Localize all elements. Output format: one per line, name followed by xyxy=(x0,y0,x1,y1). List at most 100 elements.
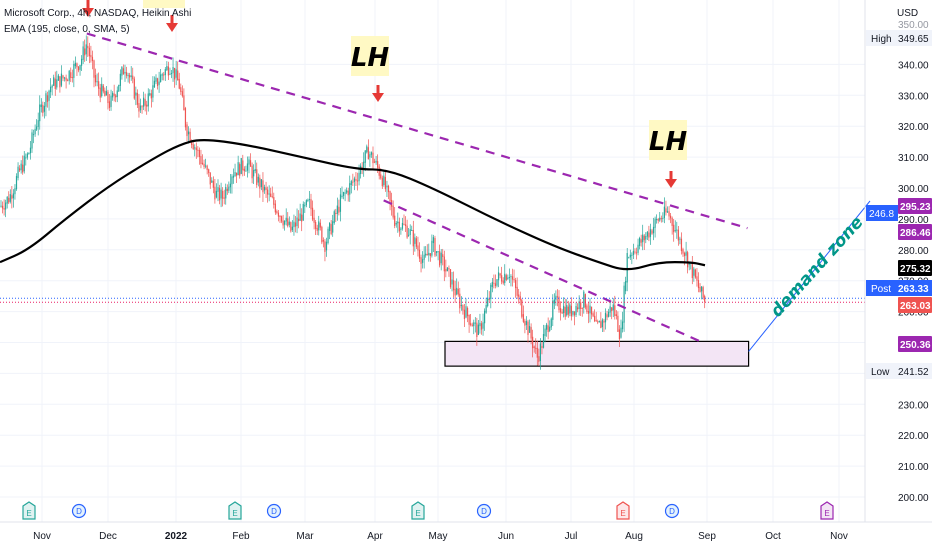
candle-body xyxy=(284,220,286,225)
candle-body xyxy=(161,74,163,76)
candle-body xyxy=(522,314,524,322)
dividend-icon[interactable]: D xyxy=(266,503,282,519)
candle-body xyxy=(277,212,280,217)
candle-body xyxy=(583,291,585,309)
candle-body xyxy=(119,73,121,86)
candle-body xyxy=(68,70,70,81)
lh-label-bg xyxy=(649,120,687,160)
svg-text:E: E xyxy=(824,509,829,518)
candle-body xyxy=(254,168,256,172)
arrow-head xyxy=(166,23,178,32)
partial-label-bg xyxy=(143,0,185,8)
arrow-down-icon xyxy=(166,15,178,32)
event-markers[interactable]: E D DE E D E D E xyxy=(22,501,834,520)
candle-body xyxy=(262,180,264,193)
candle-body xyxy=(187,131,190,135)
earnings-icon[interactable]: E xyxy=(22,501,36,520)
earnings-icon[interactable]: E xyxy=(411,501,425,520)
candle-body xyxy=(542,333,545,348)
candle-body xyxy=(573,311,576,316)
candle-body xyxy=(377,161,379,168)
time-axis[interactable]: Nov Dec 2022 Feb Mar Apr May Jun Jul Aug Sep Oct Nov xyxy=(33,531,848,542)
candle-body xyxy=(124,71,126,74)
candle-body xyxy=(39,104,41,122)
earnings-icon[interactable]: E xyxy=(228,501,242,520)
demand-zone-rect[interactable] xyxy=(444,340,750,367)
candle-body xyxy=(527,321,529,335)
svg-text:246.8: 246.8 xyxy=(869,209,894,220)
candle-body xyxy=(45,93,47,107)
candle-body xyxy=(367,147,369,160)
candle-body xyxy=(268,193,270,195)
candle-body xyxy=(592,313,594,317)
candle-body xyxy=(366,146,368,153)
candle-body xyxy=(515,280,517,289)
y-tick-label: 200.00 xyxy=(898,493,929,504)
candle-body xyxy=(584,294,586,308)
candle-body xyxy=(253,170,255,177)
candle-body xyxy=(259,177,261,189)
y-tick-label: 300.00 xyxy=(898,184,929,195)
dividend-icon[interactable]: D xyxy=(664,503,680,519)
candle-body xyxy=(77,66,80,71)
earnings-icon[interactable]: E xyxy=(616,501,630,520)
candle-body xyxy=(155,77,157,82)
candle-body xyxy=(31,132,33,149)
candles xyxy=(0,35,706,370)
post-label: Post 263.33 xyxy=(866,280,932,296)
trendline[interactable] xyxy=(86,32,748,230)
candle-body xyxy=(656,218,658,221)
candle-body xyxy=(338,206,340,213)
arrow-down-icon xyxy=(82,0,94,17)
candle-body xyxy=(192,144,194,150)
candle-body xyxy=(356,180,359,182)
candle-body xyxy=(146,104,148,107)
ema-line xyxy=(0,139,706,271)
candle-body xyxy=(53,77,55,86)
trendlines[interactable] xyxy=(86,32,748,344)
candle-body xyxy=(459,293,461,309)
candle-body xyxy=(228,186,230,191)
svg-text:286.46: 286.46 xyxy=(900,228,931,239)
dividend-icon[interactable]: D xyxy=(71,503,87,519)
candle-body xyxy=(463,309,466,319)
candle-body xyxy=(308,199,311,201)
demand-zone-box[interactable] xyxy=(444,340,750,367)
candle-body xyxy=(637,244,639,253)
candle-body xyxy=(364,150,366,163)
candle-body xyxy=(8,197,10,203)
candle-body xyxy=(260,179,262,187)
top-partial-label: 350.00 xyxy=(898,20,929,31)
dividend-icon[interactable]: D xyxy=(476,503,492,519)
candle-body xyxy=(85,44,87,55)
candle-body xyxy=(223,197,225,199)
earnings-icon[interactable]: E xyxy=(820,501,834,520)
candle-body xyxy=(346,190,348,193)
candle-body xyxy=(127,75,129,77)
candle-body xyxy=(541,346,543,348)
candle-body xyxy=(581,307,583,309)
candle-body xyxy=(265,187,267,190)
arrow-shaft xyxy=(170,15,174,24)
x-tick-label: Dec xyxy=(99,531,117,542)
trendline[interactable] xyxy=(383,199,704,344)
arrow-head xyxy=(82,8,94,17)
candle-body xyxy=(186,124,188,137)
candle-body xyxy=(280,216,283,222)
candle-body xyxy=(79,65,81,70)
candle-body xyxy=(453,280,455,291)
candle-body xyxy=(212,180,214,188)
candle-body xyxy=(697,280,700,289)
candle-body xyxy=(110,95,112,107)
candle-body xyxy=(350,181,352,185)
candle-body xyxy=(539,343,541,361)
ema-value-label: 275.32 xyxy=(898,260,932,276)
candle-body xyxy=(389,191,391,202)
lh-label: LH xyxy=(351,43,390,73)
candle-body xyxy=(446,267,448,272)
candle-body xyxy=(701,286,703,292)
candle-body xyxy=(352,181,354,183)
candle-body xyxy=(205,165,207,167)
candle-body xyxy=(316,227,318,231)
